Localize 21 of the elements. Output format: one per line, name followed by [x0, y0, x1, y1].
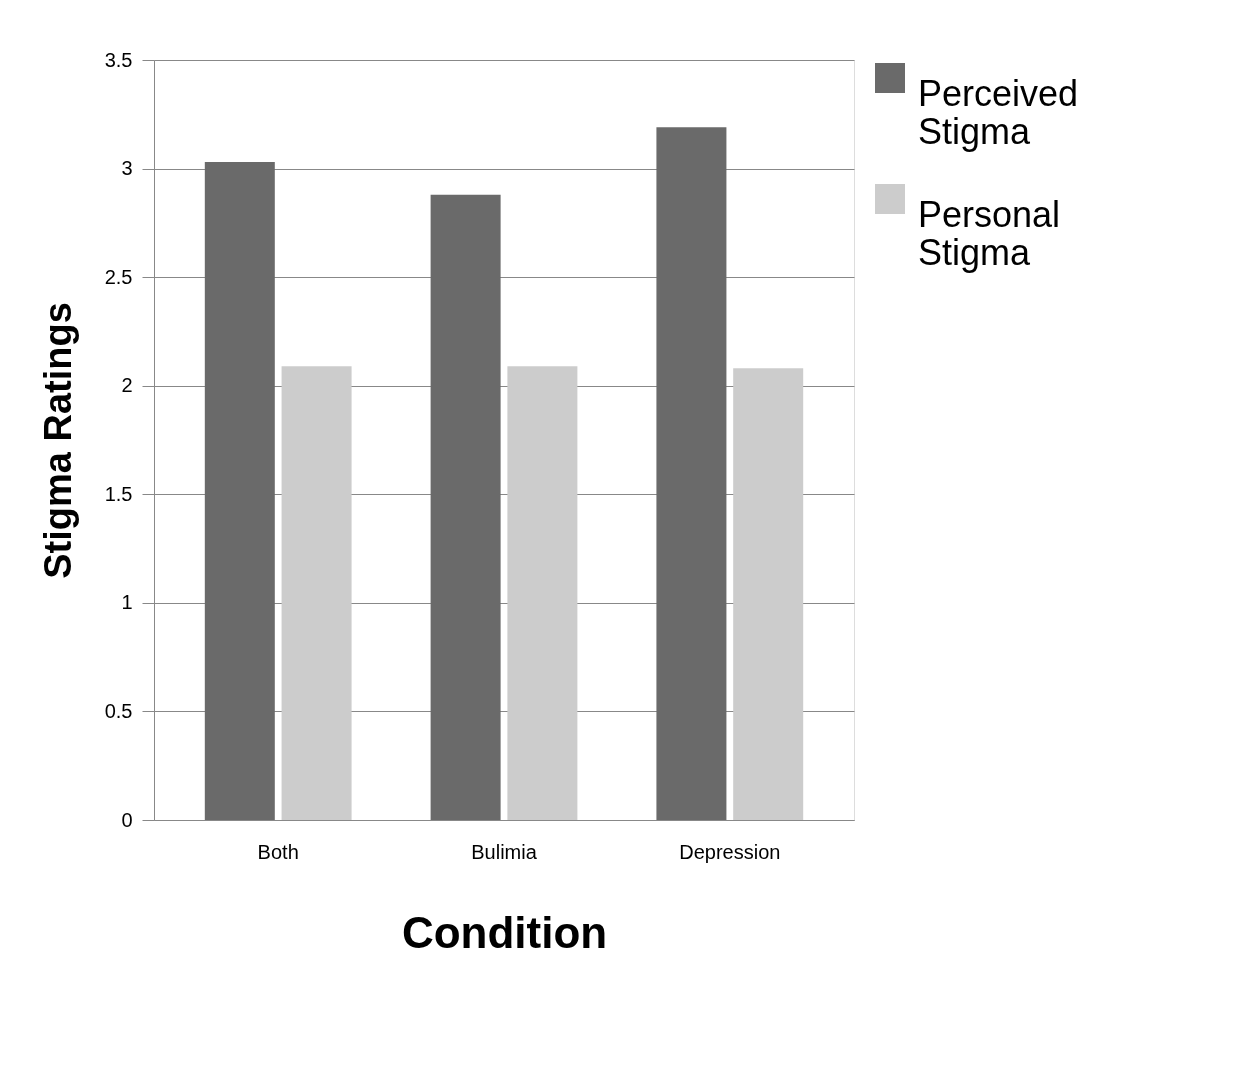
- legend-label: Perceived Stigma: [918, 73, 1079, 152]
- bar: [281, 366, 352, 820]
- bar: [430, 194, 501, 820]
- y-tick-label: 2.5: [104, 265, 133, 288]
- y-tick-label: 3: [121, 157, 133, 180]
- y-tick-label: 3.5: [104, 48, 133, 71]
- y-tick-label: 0: [121, 808, 133, 831]
- x-tick-label: Both: [257, 840, 299, 863]
- bar: [204, 162, 275, 820]
- x-axis-title: Condition: [401, 907, 608, 957]
- y-axis-title: Stigma Ratings: [36, 302, 79, 579]
- x-tick-label: Depression: [679, 840, 781, 863]
- legend-label: Personal Stigma: [918, 194, 1061, 273]
- y-tick-label: 2: [121, 374, 133, 397]
- bar: [656, 127, 727, 820]
- x-tick-label: Bulimia: [471, 840, 538, 863]
- y-tick-label: 1: [121, 591, 133, 614]
- y-tick-label: 0.5: [104, 699, 133, 722]
- y-tick-label: 1.5: [104, 482, 133, 505]
- bar: [733, 368, 804, 820]
- bar: [507, 366, 578, 820]
